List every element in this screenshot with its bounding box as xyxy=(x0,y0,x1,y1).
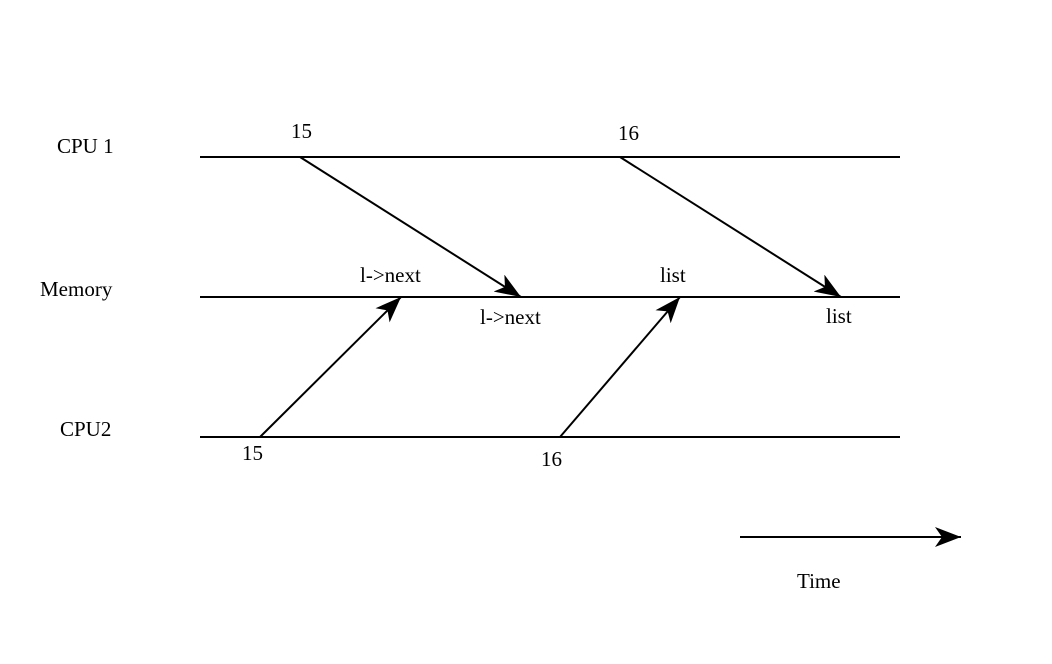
message-end-label-cpu2-16: list xyxy=(660,263,686,287)
lane-label-memory: Memory xyxy=(40,277,113,301)
message-arrow-cpu2-15 xyxy=(259,296,402,438)
message-arrow-cpu2-16 xyxy=(559,296,681,438)
message-end-label-cpu1-15: l->next xyxy=(480,305,541,329)
message-start-label-cpu2-15: 15 xyxy=(242,441,263,465)
message-end-label-cpu2-15: l->next xyxy=(360,263,421,287)
message-start-label-cpu2-16: 16 xyxy=(541,447,562,471)
message-start-label-cpu1-15: 15 xyxy=(291,119,312,143)
time-axis-label: Time xyxy=(797,569,841,593)
message-start-label-cpu1-16: 16 xyxy=(618,121,639,145)
message-arrow-cpu1-15 xyxy=(299,156,522,298)
lane-label-cpu2: CPU2 xyxy=(60,417,111,441)
lane-label-cpu1: CPU 1 xyxy=(57,134,114,158)
message-arrow-cpu1-16 xyxy=(619,156,842,298)
message-end-label-cpu1-16: list xyxy=(826,304,852,328)
